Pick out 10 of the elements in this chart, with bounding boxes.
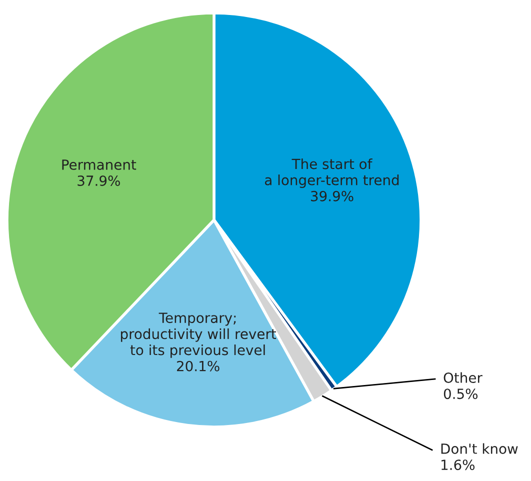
slice-label: Permanent: [62, 160, 136, 170]
slice-label: Don't know: [441, 443, 518, 454]
data-label: 0.5%: [444, 388, 478, 400]
slice-label: The start of a longer-term trend: [264, 158, 399, 188]
slice-label: Temporary; productivity will revert to its previous level: [120, 312, 276, 358]
data-label: 1.6%: [442, 460, 475, 470]
data-label: 39.9%: [311, 190, 354, 202]
data-label: 20.1%: [177, 360, 220, 372]
slice-label: Other: [444, 372, 482, 383]
data-label: 37.9%: [78, 175, 120, 186]
